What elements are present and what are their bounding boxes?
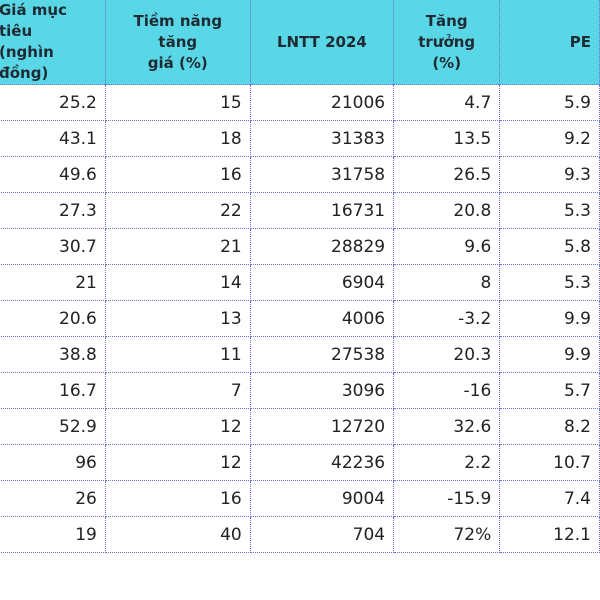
cell-lntt-2024: 31383 <box>249 120 395 157</box>
cell-target-price: 30.7 <box>0 228 106 265</box>
cell-pe: 9.3 <box>499 156 600 193</box>
cell-growth: 32.6 <box>393 408 501 445</box>
cell-target-price: 49.6 <box>0 156 106 193</box>
cell-target-price: 16.7 <box>0 372 106 409</box>
cell-upside: 12 <box>104 444 251 481</box>
header-lntt-2024: LNTT 2024 <box>249 0 395 85</box>
cell-growth: 8 <box>393 264 501 301</box>
cell-growth: 72% <box>393 516 501 553</box>
header-row: Giá mục tiêu (nghìn đồng) Tiềm năng tăng… <box>0 0 600 85</box>
table-row: 43.1 18 31383 13.5 9.2 <box>0 120 600 157</box>
cell-target-price: 96 <box>0 444 106 481</box>
cell-target-price: 38.8 <box>0 336 106 373</box>
cell-upside: 18 <box>104 120 251 157</box>
cell-lntt-2024: 704 <box>249 516 395 553</box>
cell-lntt-2024: 27538 <box>249 336 395 373</box>
table-row: 96 12 42236 2.2 10.7 <box>0 444 600 481</box>
table-row: 49.6 16 31758 26.5 9.3 <box>0 156 600 193</box>
cell-target-price: 20.6 <box>0 300 106 337</box>
cell-pe: 12.1 <box>499 516 600 553</box>
cell-upside: 16 <box>104 156 251 193</box>
cell-growth: -16 <box>393 372 501 409</box>
cell-lntt-2024: 16731 <box>249 192 395 229</box>
cell-growth: 20.8 <box>393 192 501 229</box>
table-row: 20.6 13 4006 -3.2 9.9 <box>0 300 600 337</box>
cell-upside: 11 <box>104 336 251 373</box>
cell-pe: 5.9 <box>499 84 600 121</box>
cell-growth: 4.7 <box>393 84 501 121</box>
table-row: 30.7 21 28829 9.6 5.8 <box>0 228 600 265</box>
cell-growth: -3.2 <box>393 300 501 337</box>
cell-pe: 10.7 <box>499 444 600 481</box>
cell-upside: 13 <box>104 300 251 337</box>
cell-pe: 9.9 <box>499 336 600 373</box>
cell-upside: 16 <box>104 480 251 517</box>
table-row: 26 16 9004 -15.9 7.4 <box>0 480 600 517</box>
cell-target-price: 52.9 <box>0 408 106 445</box>
cell-pe: 5.8 <box>499 228 600 265</box>
cell-target-price: 27.3 <box>0 192 106 229</box>
cell-upside: 7 <box>104 372 251 409</box>
cell-lntt-2024: 6904 <box>249 264 395 301</box>
cell-growth: 26.5 <box>393 156 501 193</box>
cell-upside: 40 <box>104 516 251 553</box>
cell-lntt-2024: 12720 <box>249 408 395 445</box>
table-row: 27.3 22 16731 20.8 5.3 <box>0 192 600 229</box>
cell-pe: 5.7 <box>499 372 600 409</box>
cell-lntt-2024: 3096 <box>249 372 395 409</box>
cell-target-price: 43.1 <box>0 120 106 157</box>
table-container: Giá mục tiêu (nghìn đồng) Tiềm năng tăng… <box>0 0 600 553</box>
cell-target-price: 25.2 <box>0 84 106 121</box>
cell-lntt-2024: 4006 <box>249 300 395 337</box>
cell-upside: 14 <box>104 264 251 301</box>
cell-pe: 9.2 <box>499 120 600 157</box>
cell-target-price: 19 <box>0 516 106 553</box>
table-row: 38.8 11 27538 20.3 9.9 <box>0 336 600 373</box>
header-growth: Tăng trưởng (%) <box>393 0 501 85</box>
header-pe: PE <box>499 0 600 85</box>
cell-growth: 13.5 <box>393 120 501 157</box>
cell-pe: 9.9 <box>499 300 600 337</box>
header-target-price: Giá mục tiêu (nghìn đồng) <box>0 0 106 85</box>
cell-growth: 9.6 <box>393 228 501 265</box>
cell-target-price: 21 <box>0 264 106 301</box>
table-row: 19 40 704 72% 12.1 <box>0 516 600 553</box>
cell-lntt-2024: 42236 <box>249 444 395 481</box>
cell-growth: 20.3 <box>393 336 501 373</box>
cell-target-price: 26 <box>0 480 106 517</box>
table-row: 52.9 12 12720 32.6 8.2 <box>0 408 600 445</box>
table-row: 21 14 6904 8 5.3 <box>0 264 600 301</box>
cell-pe: 8.2 <box>499 408 600 445</box>
cell-upside: 22 <box>104 192 251 229</box>
cell-upside: 15 <box>104 84 251 121</box>
header-upside: Tiềm năng tăng giá (%) <box>104 0 251 85</box>
cell-lntt-2024: 28829 <box>249 228 395 265</box>
cell-growth: -15.9 <box>393 480 501 517</box>
cell-upside: 21 <box>104 228 251 265</box>
cell-growth: 2.2 <box>393 444 501 481</box>
cell-pe: 5.3 <box>499 264 600 301</box>
cell-pe: 7.4 <box>499 480 600 517</box>
table-row: 16.7 7 3096 -16 5.7 <box>0 372 600 409</box>
stock-target-table: Giá mục tiêu (nghìn đồng) Tiềm năng tăng… <box>0 0 600 553</box>
cell-lntt-2024: 31758 <box>249 156 395 193</box>
cell-lntt-2024: 9004 <box>249 480 395 517</box>
table-row: 25.2 15 21006 4.7 5.9 <box>0 84 600 121</box>
cell-lntt-2024: 21006 <box>249 84 395 121</box>
cell-upside: 12 <box>104 408 251 445</box>
cell-pe: 5.3 <box>499 192 600 229</box>
